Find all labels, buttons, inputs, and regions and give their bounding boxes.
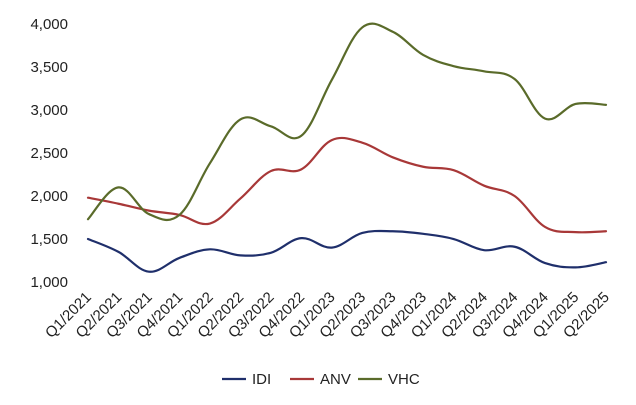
y-tick-label: 3,000 xyxy=(30,102,68,119)
legend-label-anv: ANV xyxy=(320,371,351,388)
legend-label-vhc: VHC xyxy=(388,371,420,388)
y-tick-label: 4,000 xyxy=(30,16,68,33)
series-line-anv xyxy=(86,136,608,234)
legend-label-idi: IDI xyxy=(252,371,271,388)
y-tick-label: 3,500 xyxy=(30,59,68,76)
x-axis-ticks: Q1/2021Q2/2021Q3/2021Q4/2021Q1/2022Q2/20… xyxy=(42,289,613,342)
y-tick-label: 2,500 xyxy=(30,145,68,162)
series-lines xyxy=(86,22,608,273)
y-tick-label: 1,500 xyxy=(30,231,68,248)
y-tick-label: 1,000 xyxy=(30,274,68,291)
legend: IDI ANV VHC xyxy=(222,371,420,388)
series-line-vhc xyxy=(86,22,608,222)
y-tick-label: 2,000 xyxy=(30,188,68,205)
series-line-idi xyxy=(86,229,608,273)
y-axis-ticks: 1,000 1,500 2,000 2,500 3,000 3,500 4,000 xyxy=(30,16,68,291)
